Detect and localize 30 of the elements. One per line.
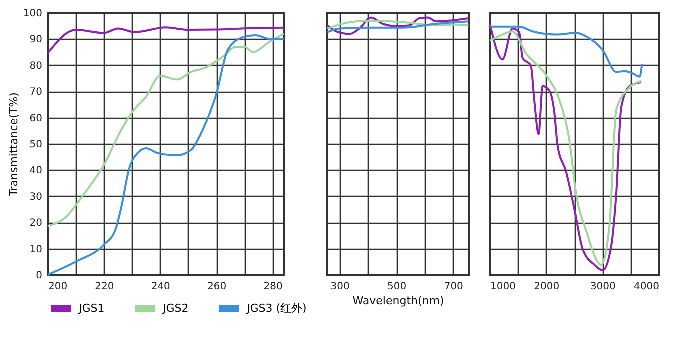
x-tick-label: 4000 [634,282,660,292]
legend-label: JGS3 (红外) [246,302,307,315]
y-tick-label: 0 [36,270,42,282]
y-tick-label: 30 [30,192,42,203]
y-tick-label: 20 [30,218,42,230]
x-tick-label: 300 [330,282,350,292]
legend-label: JGS1 [78,302,105,315]
x-tick-label: 220 [95,282,114,292]
y-tick-label: 40 [30,166,42,177]
line-series [47,32,285,228]
y-tick-label: 70 [30,87,42,98]
x-tick-label: 3000 [590,282,616,292]
x-tick-label: 1000 [490,282,516,292]
y-tick-label: 50 [30,140,42,150]
x-tick-label: 2000 [534,282,560,292]
x-tick-label: 260 [208,282,227,292]
y-axis-title: Transmittance(T%) [7,92,20,198]
x-tick-label: 240 [151,282,170,292]
y-tick-label: 80 [30,60,42,72]
legend-label: JGS2 [162,302,189,315]
y-tick-label: 10 [30,244,42,256]
y-tick-label: 90 [30,34,42,46]
line-series [47,26,285,54]
x-tick-label: 500 [388,282,407,292]
x-tick-label: 200 [48,282,68,292]
x-tick-label: 700 [444,282,464,292]
y-tick-label: 100 [23,8,42,20]
x-tick-label: 280 [264,282,283,292]
y-tick-label: 60 [30,113,42,124]
x-axis-title: Wavelength(nm) [352,294,444,308]
